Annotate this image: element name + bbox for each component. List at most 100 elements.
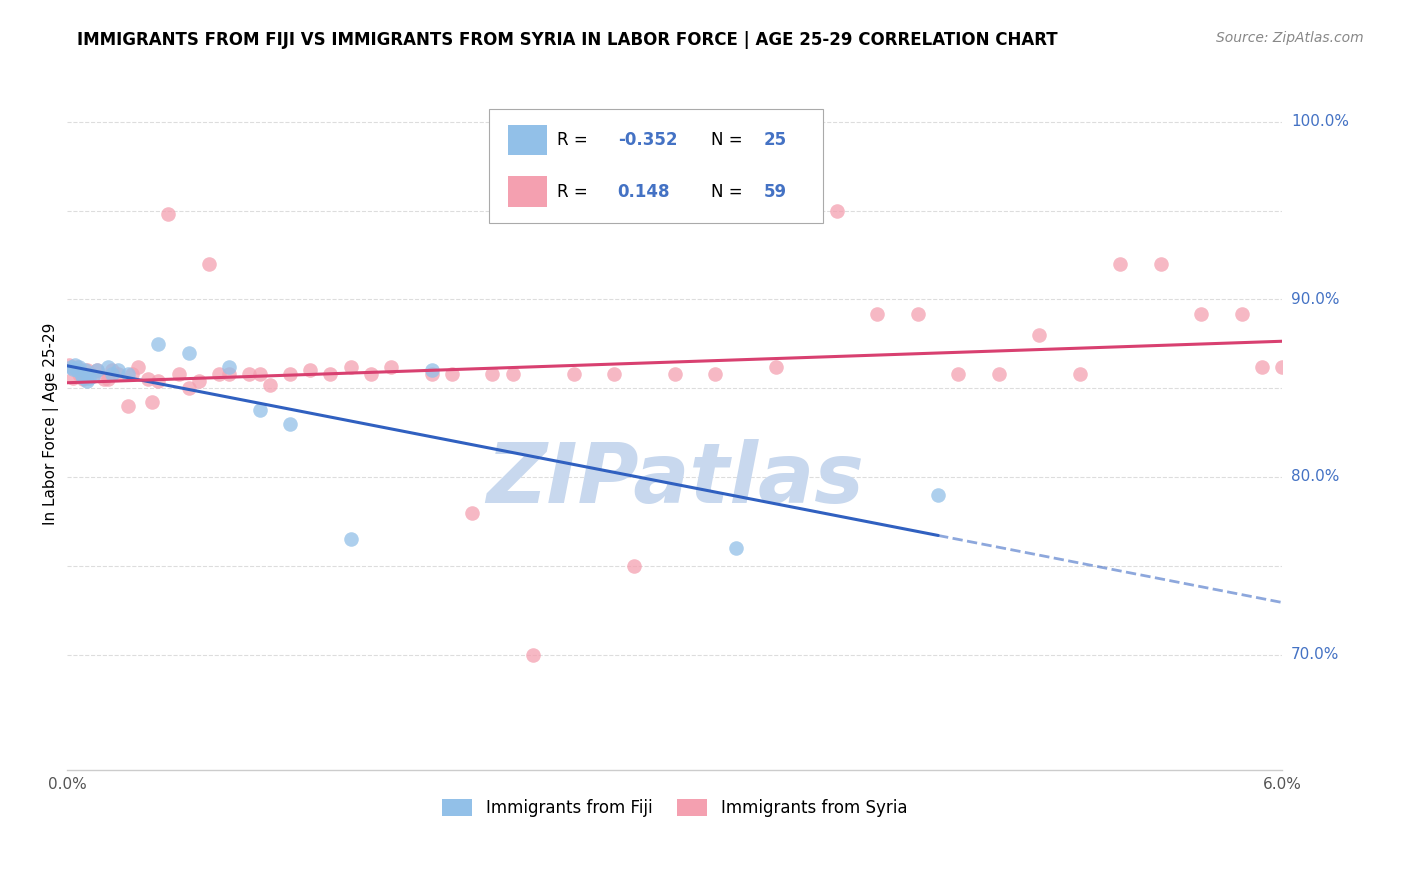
Point (1191, 307, 1213, 321)
Text: 90.0%: 90.0% (1291, 292, 1340, 307)
Point (100, 367, 122, 381)
Point (603, 367, 626, 381)
Point (80, 367, 103, 381)
Point (62, 370, 84, 384)
Point (208, 367, 231, 381)
Point (100, 363, 122, 377)
Point (63, 358, 86, 372)
Point (948, 367, 970, 381)
Point (522, 648, 544, 662)
Point (319, 367, 342, 381)
Point (420, 367, 443, 381)
Point (1271, 359, 1294, 374)
Point (562, 367, 585, 381)
Text: Source: ZipAtlas.com: Source: ZipAtlas.com (1216, 31, 1364, 45)
Point (987, 367, 1010, 381)
Text: 80.0%: 80.0% (1291, 469, 1339, 484)
Point (75, 363, 97, 377)
Point (339, 359, 361, 374)
Point (177, 381, 200, 395)
Point (866, 307, 889, 321)
Text: 100.0%: 100.0% (1291, 114, 1348, 129)
Text: N =: N = (711, 131, 748, 149)
Point (79, 370, 101, 384)
Text: IMMIGRANTS FROM FIJI VS IMMIGRANTS FROM SYRIA IN LABOR FORCE | AGE 25-29 CORRELA: IMMIGRANTS FROM FIJI VS IMMIGRANTS FROM … (77, 31, 1057, 49)
Text: 59: 59 (763, 183, 786, 201)
Point (218, 367, 240, 381)
Point (249, 402, 271, 417)
Point (107, 363, 129, 377)
Point (278, 417, 301, 431)
Point (62, 361, 84, 376)
Point (67, 359, 90, 374)
Point (72, 372, 94, 386)
Point (502, 367, 524, 381)
Point (86, 363, 108, 377)
Point (141, 395, 163, 409)
Text: R =: R = (557, 131, 593, 149)
Text: 25: 25 (763, 131, 786, 149)
Point (927, 488, 949, 502)
Point (1150, 257, 1173, 271)
Point (177, 345, 200, 359)
Point (148, 374, 170, 388)
Text: R =: R = (557, 183, 593, 201)
Point (380, 359, 402, 374)
Point (148, 336, 170, 351)
FancyBboxPatch shape (509, 177, 547, 207)
Point (420, 363, 443, 377)
Point (1109, 257, 1132, 271)
Point (60, 359, 83, 374)
Point (66, 363, 89, 377)
Point (157, 207, 180, 221)
Point (136, 372, 159, 386)
Point (339, 532, 361, 546)
Point (765, 359, 787, 374)
Point (72, 370, 94, 384)
Point (664, 367, 686, 381)
Point (93, 372, 115, 386)
Point (76, 374, 98, 388)
Point (187, 374, 209, 388)
Text: ZIPatlas: ZIPatlas (486, 439, 863, 520)
Point (121, 367, 143, 381)
Point (76, 363, 98, 377)
Point (299, 363, 322, 377)
Point (66, 359, 89, 374)
Point (1230, 307, 1253, 321)
Text: 0.148: 0.148 (617, 183, 671, 201)
Point (907, 307, 929, 321)
Point (724, 541, 747, 555)
Point (82, 368, 104, 383)
Point (1028, 327, 1050, 342)
FancyBboxPatch shape (489, 109, 823, 223)
Point (1069, 367, 1091, 381)
Text: 70.0%: 70.0% (1291, 647, 1339, 662)
Point (481, 367, 503, 381)
Point (440, 367, 463, 381)
Text: N =: N = (711, 183, 748, 201)
Point (461, 506, 484, 520)
Point (86, 363, 108, 377)
Point (249, 367, 271, 381)
Point (70, 367, 93, 381)
Point (259, 377, 281, 392)
Point (238, 367, 260, 381)
Y-axis label: In Labor Force | Age 25-29: In Labor Force | Age 25-29 (44, 323, 59, 524)
FancyBboxPatch shape (509, 125, 547, 155)
Text: -0.352: -0.352 (617, 131, 678, 149)
Legend: Immigrants from Fiji, Immigrants from Syria: Immigrants from Fiji, Immigrants from Sy… (436, 792, 914, 824)
Point (127, 359, 149, 374)
Point (360, 367, 382, 381)
Point (117, 399, 139, 413)
Point (167, 367, 190, 381)
Point (278, 367, 301, 381)
Point (107, 367, 129, 381)
Point (218, 359, 240, 374)
Point (623, 558, 645, 573)
Point (704, 367, 727, 381)
Point (97, 372, 120, 386)
Point (825, 203, 848, 218)
Point (67, 367, 90, 381)
Point (97, 359, 120, 374)
